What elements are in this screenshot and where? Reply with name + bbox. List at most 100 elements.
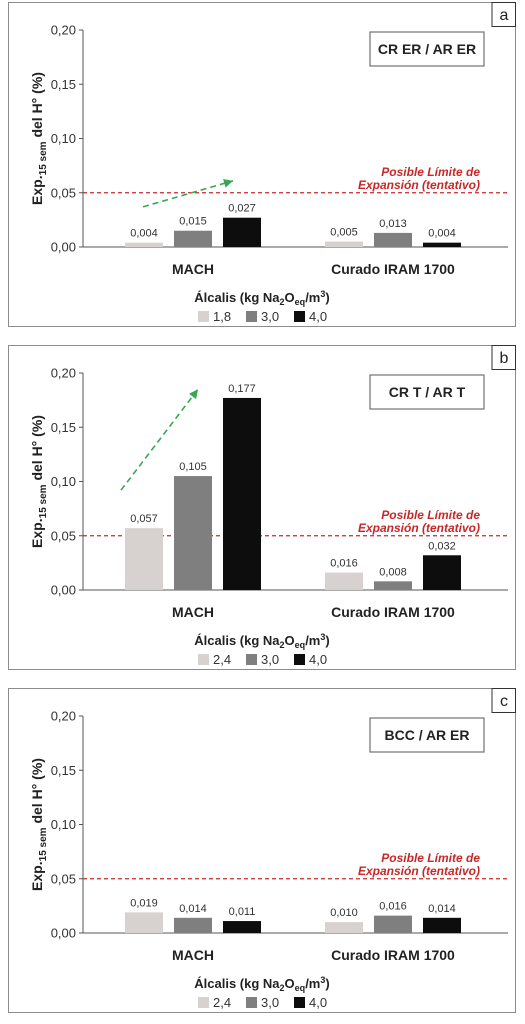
bar bbox=[423, 555, 461, 590]
y-tick-label: 0,20 bbox=[51, 366, 76, 381]
bar bbox=[174, 230, 212, 247]
y-tick-label: 0,15 bbox=[51, 77, 76, 92]
legend-entry: 3,0 bbox=[261, 309, 279, 324]
limit-label-line2: Expansión (tentativo) bbox=[358, 864, 480, 878]
category-label: MACH bbox=[172, 604, 214, 620]
legend-title: Álcalis (kg Na2Oeq/m3) bbox=[194, 975, 329, 993]
y-tick-label: 0,05 bbox=[51, 185, 76, 200]
series-box bbox=[369, 374, 485, 410]
legend-title: Álcalis (kg Na2Oeq/m3) bbox=[194, 632, 329, 650]
limit-label-line2: Expansión (tentativo) bbox=[358, 521, 480, 535]
bar bbox=[174, 476, 212, 590]
y-tick-label: 0,05 bbox=[51, 528, 76, 543]
bar bbox=[223, 397, 261, 590]
bar-value-label: 0,027 bbox=[228, 203, 256, 215]
bar-value-label: 0,014 bbox=[428, 903, 456, 915]
limit-label-line1: Posible Límite de bbox=[381, 508, 480, 522]
legend-swatch bbox=[246, 654, 257, 665]
bar bbox=[325, 922, 363, 933]
y-tick-label: 0,00 bbox=[51, 926, 76, 941]
bar-value-label: 0,004 bbox=[428, 228, 456, 240]
legend-swatch bbox=[198, 311, 209, 322]
legend-entry: 4,0 bbox=[309, 309, 327, 324]
series-box bbox=[369, 717, 485, 753]
chart-panel-c: c 0,00 0,05 0,10 0,15 0,20 Exp.15 sem del H° (… bbox=[8, 688, 516, 1013]
trend-arrow-head bbox=[188, 389, 198, 400]
legend-title: Álcalis (kg Na2Oeq/m3) bbox=[194, 289, 329, 307]
y-axis-label: Exp.15 sem del H° (%) bbox=[29, 415, 49, 548]
bar bbox=[325, 241, 363, 247]
series-box bbox=[369, 31, 485, 67]
y-tick-label: 0,00 bbox=[51, 240, 76, 255]
chart-panel-a: a 0,00 0,05 0,10 0,15 0,20 Exp.15 sem del H° (… bbox=[8, 2, 516, 327]
bar-value-label: 0,014 bbox=[179, 903, 207, 915]
bar bbox=[374, 232, 412, 247]
legend-swatch bbox=[294, 311, 305, 322]
bar bbox=[374, 581, 412, 590]
panel-letter: c bbox=[500, 693, 508, 710]
category-label: Curado IRAM 1700 bbox=[331, 261, 455, 277]
panel-letter-box bbox=[491, 688, 516, 713]
limit-label-line2: Expansión (tentativo) bbox=[358, 178, 480, 192]
panel-letter-box bbox=[491, 2, 516, 27]
bar bbox=[325, 572, 363, 590]
legend-swatch bbox=[198, 654, 209, 665]
bar-value-label: 0,008 bbox=[379, 566, 407, 578]
bar bbox=[125, 528, 163, 590]
legend-swatch bbox=[198, 997, 209, 1008]
bar-value-label: 0,105 bbox=[179, 461, 207, 473]
legend-swatch bbox=[246, 311, 257, 322]
category-label: MACH bbox=[172, 947, 214, 963]
bar bbox=[223, 217, 261, 247]
bar bbox=[423, 917, 461, 933]
y-tick-label: 0,05 bbox=[51, 871, 76, 886]
trend-arrow-line bbox=[142, 180, 234, 208]
y-tick-label: 0,10 bbox=[51, 474, 76, 489]
legend-entry: 3,0 bbox=[261, 995, 279, 1010]
legend-entry: 4,0 bbox=[309, 995, 327, 1010]
limit-label-line1: Posible Límite de bbox=[381, 851, 480, 865]
trend-arrow-line bbox=[120, 388, 199, 491]
y-tick-label: 0,20 bbox=[51, 23, 76, 38]
y-tick-label: 0,10 bbox=[51, 131, 76, 146]
bar bbox=[125, 912, 163, 933]
legend-swatch bbox=[246, 997, 257, 1008]
bar-value-label: 0,016 bbox=[330, 558, 358, 570]
y-tick-label: 0,10 bbox=[51, 817, 76, 832]
bar-value-label: 0,177 bbox=[228, 383, 256, 395]
category-label: Curado IRAM 1700 bbox=[331, 604, 455, 620]
legend-entry: 2,4 bbox=[213, 652, 231, 667]
bar-value-label: 0,011 bbox=[229, 906, 256, 918]
series-box-label: CR T / AR T bbox=[389, 384, 466, 400]
bar bbox=[174, 917, 212, 933]
bar-value-label: 0,004 bbox=[130, 228, 158, 240]
y-axis-label: Exp.15 sem del H° (%) bbox=[29, 72, 49, 205]
bar-value-label: 0,057 bbox=[130, 513, 158, 525]
series-box-label: BCC / AR ER bbox=[384, 727, 469, 743]
bar-value-label: 0,005 bbox=[330, 227, 358, 239]
bar-value-label: 0,016 bbox=[379, 901, 407, 913]
bar bbox=[223, 921, 261, 933]
panel-letter-box bbox=[491, 345, 516, 370]
legend-entry: 1,8 bbox=[213, 309, 231, 324]
category-label: Curado IRAM 1700 bbox=[331, 947, 455, 963]
bar bbox=[374, 915, 412, 933]
trend-arrow-head bbox=[223, 178, 233, 188]
panel-letter: a bbox=[500, 7, 509, 24]
bar-value-label: 0,015 bbox=[179, 216, 207, 228]
category-label: MACH bbox=[172, 261, 214, 277]
legend-swatch bbox=[294, 997, 305, 1008]
y-tick-label: 0,00 bbox=[51, 583, 76, 598]
bar bbox=[125, 242, 163, 247]
bar-value-label: 0,010 bbox=[330, 907, 358, 919]
legend-entry: 2,4 bbox=[213, 995, 231, 1010]
bar-value-label: 0,019 bbox=[130, 897, 158, 909]
y-tick-label: 0,20 bbox=[51, 709, 76, 724]
chart-panel-b: b 0,00 0,05 0,10 0,15 0,20 Exp.15 sem del H° (… bbox=[8, 345, 516, 670]
bar-value-label: 0,032 bbox=[428, 540, 456, 552]
chart-svg: c 0,00 0,05 0,10 0,15 0,20 Exp.15 sem del H° (… bbox=[8, 688, 516, 1013]
y-axis-label: Exp.15 sem del H° (%) bbox=[29, 758, 49, 891]
bar bbox=[423, 242, 461, 247]
legend-entry: 4,0 bbox=[309, 652, 327, 667]
legend-entry: 3,0 bbox=[261, 652, 279, 667]
